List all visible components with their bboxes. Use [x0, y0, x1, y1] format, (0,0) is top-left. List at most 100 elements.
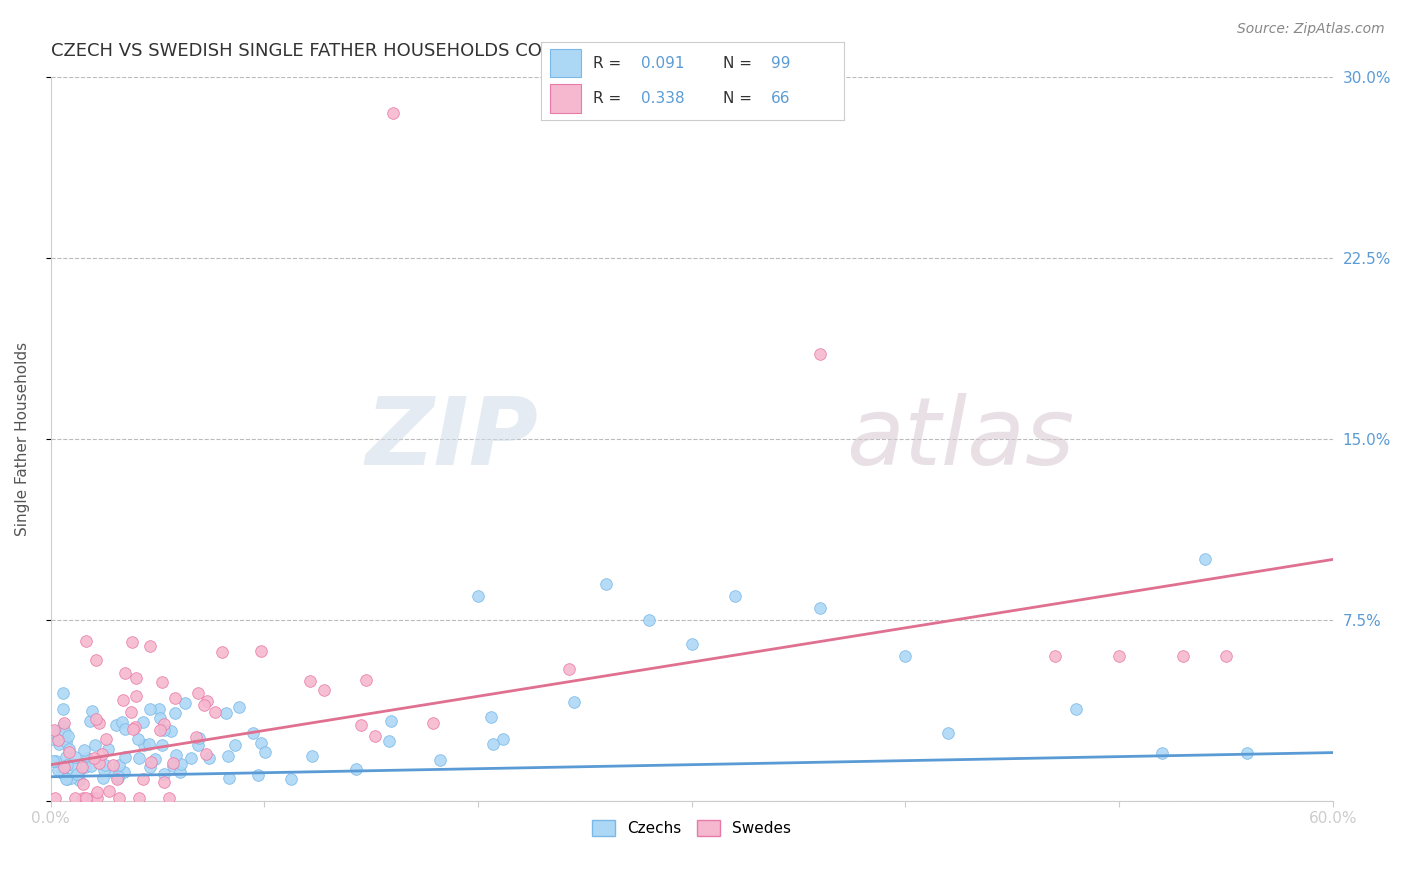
- Point: [936, 726, 959, 740]
- Point: [467, 589, 489, 603]
- Point: [72, 791, 94, 805]
- Point: [162, 756, 184, 770]
- Point: [97, 783, 120, 797]
- Point: [73, 742, 96, 756]
- Point: [83, 751, 105, 765]
- Point: [82, 791, 104, 805]
- Point: [638, 613, 661, 627]
- Point: [1194, 552, 1216, 566]
- Point: [247, 768, 270, 782]
- Point: [125, 671, 148, 685]
- Point: [378, 734, 401, 748]
- Point: [299, 674, 322, 689]
- Point: [380, 714, 402, 728]
- Point: [250, 644, 273, 658]
- Point: [157, 791, 180, 805]
- Point: [84, 652, 107, 666]
- Point: [84, 738, 107, 752]
- Point: [723, 589, 745, 603]
- Point: [1108, 648, 1130, 663]
- Point: [114, 665, 136, 680]
- Point: [58, 729, 80, 743]
- Point: [194, 747, 217, 761]
- Point: [149, 711, 172, 725]
- Point: [169, 764, 191, 779]
- Point: [44, 723, 66, 737]
- Point: [187, 738, 209, 752]
- Point: [381, 105, 404, 120]
- Point: [314, 682, 336, 697]
- Point: [1066, 702, 1088, 716]
- Point: [56, 758, 79, 772]
- Point: [108, 791, 131, 805]
- Point: [67, 772, 90, 787]
- Point: [132, 714, 155, 729]
- Point: [46, 732, 69, 747]
- Point: [808, 347, 831, 361]
- Point: [42, 724, 65, 739]
- Point: [139, 760, 162, 774]
- Point: [97, 742, 120, 756]
- Point: [198, 750, 221, 764]
- Point: [160, 724, 183, 739]
- Point: [60, 771, 83, 785]
- Point: [894, 648, 917, 663]
- Point: [224, 738, 246, 752]
- Point: [422, 715, 444, 730]
- Point: [174, 697, 197, 711]
- Point: [56, 772, 79, 787]
- Point: [94, 758, 117, 772]
- Point: [204, 705, 226, 719]
- Point: [808, 600, 831, 615]
- Text: CZECH VS SWEDISH SINGLE FATHER HOUSEHOLDS CORRELATION CHART: CZECH VS SWEDISH SINGLE FATHER HOUSEHOLD…: [51, 42, 710, 60]
- Text: 66: 66: [770, 91, 790, 106]
- Point: [44, 791, 66, 805]
- Point: [170, 756, 193, 771]
- Point: [562, 695, 585, 709]
- Point: [153, 716, 176, 731]
- Point: [52, 686, 75, 700]
- Point: [104, 718, 127, 732]
- Point: [1150, 746, 1173, 760]
- Point: [121, 723, 143, 737]
- Point: [48, 737, 70, 751]
- Point: [1173, 648, 1195, 663]
- Point: [75, 634, 97, 648]
- Point: [87, 756, 110, 771]
- Point: [128, 751, 150, 765]
- Bar: [550, 85, 581, 112]
- Text: 0.091: 0.091: [641, 55, 685, 70]
- Point: [429, 753, 451, 767]
- Point: [65, 766, 87, 780]
- Point: [46, 763, 69, 777]
- Point: [52, 716, 75, 731]
- Point: [103, 765, 125, 780]
- Point: [70, 760, 93, 774]
- Point: [79, 714, 101, 728]
- Point: [84, 712, 107, 726]
- Point: [58, 745, 80, 759]
- Point: [280, 772, 302, 787]
- Point: [153, 723, 176, 738]
- Point: [1043, 648, 1066, 663]
- Point: [107, 771, 129, 785]
- Bar: [550, 49, 581, 78]
- Point: [228, 700, 250, 714]
- Point: [250, 736, 273, 750]
- Point: [139, 756, 162, 770]
- Text: ZIP: ZIP: [366, 392, 538, 484]
- Point: [90, 747, 112, 761]
- Point: [87, 715, 110, 730]
- Text: N =: N =: [723, 91, 756, 106]
- Point: [143, 752, 166, 766]
- Point: [363, 730, 385, 744]
- Point: [55, 772, 77, 787]
- Point: [1236, 746, 1258, 760]
- Point: [82, 704, 104, 718]
- Point: [218, 771, 240, 785]
- Text: atlas: atlas: [845, 393, 1074, 484]
- Point: [114, 750, 136, 764]
- Point: [67, 767, 90, 781]
- Text: N =: N =: [723, 55, 756, 70]
- Point: [63, 791, 86, 805]
